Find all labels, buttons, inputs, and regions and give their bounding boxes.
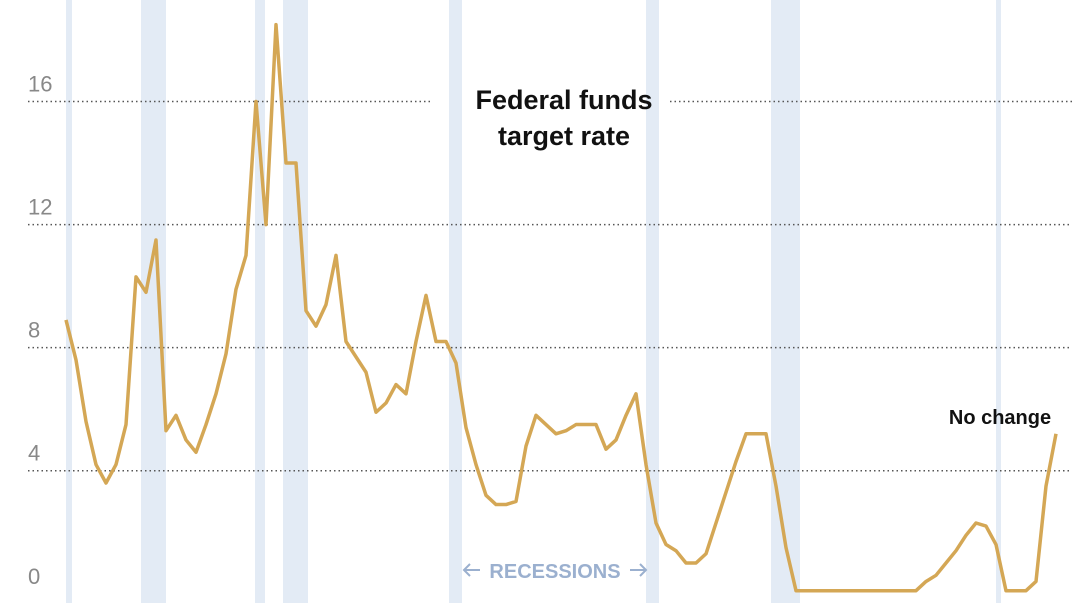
chart-title: Federal funds target rate — [475, 85, 653, 151]
recession-band — [255, 0, 265, 603]
annotation: No change — [949, 407, 1051, 429]
recession-band — [771, 0, 800, 603]
y-tick-label: 4 — [28, 441, 40, 466]
y-tick-label: 12 — [28, 195, 52, 220]
recession-band — [449, 0, 462, 603]
y-tick-label: 16 — [28, 72, 52, 97]
rate-line — [64, 22, 1058, 593]
recession-band — [646, 0, 659, 603]
y-tick-label: 0 — [28, 564, 40, 589]
recession-band — [141, 0, 166, 603]
arrow-left — [462, 563, 480, 577]
arrow-right — [630, 563, 648, 577]
recession-band — [996, 0, 1001, 603]
recession-band — [66, 0, 72, 603]
recessions-label: RECESSIONS — [489, 561, 620, 583]
y-tick-label: 8 — [28, 318, 40, 343]
